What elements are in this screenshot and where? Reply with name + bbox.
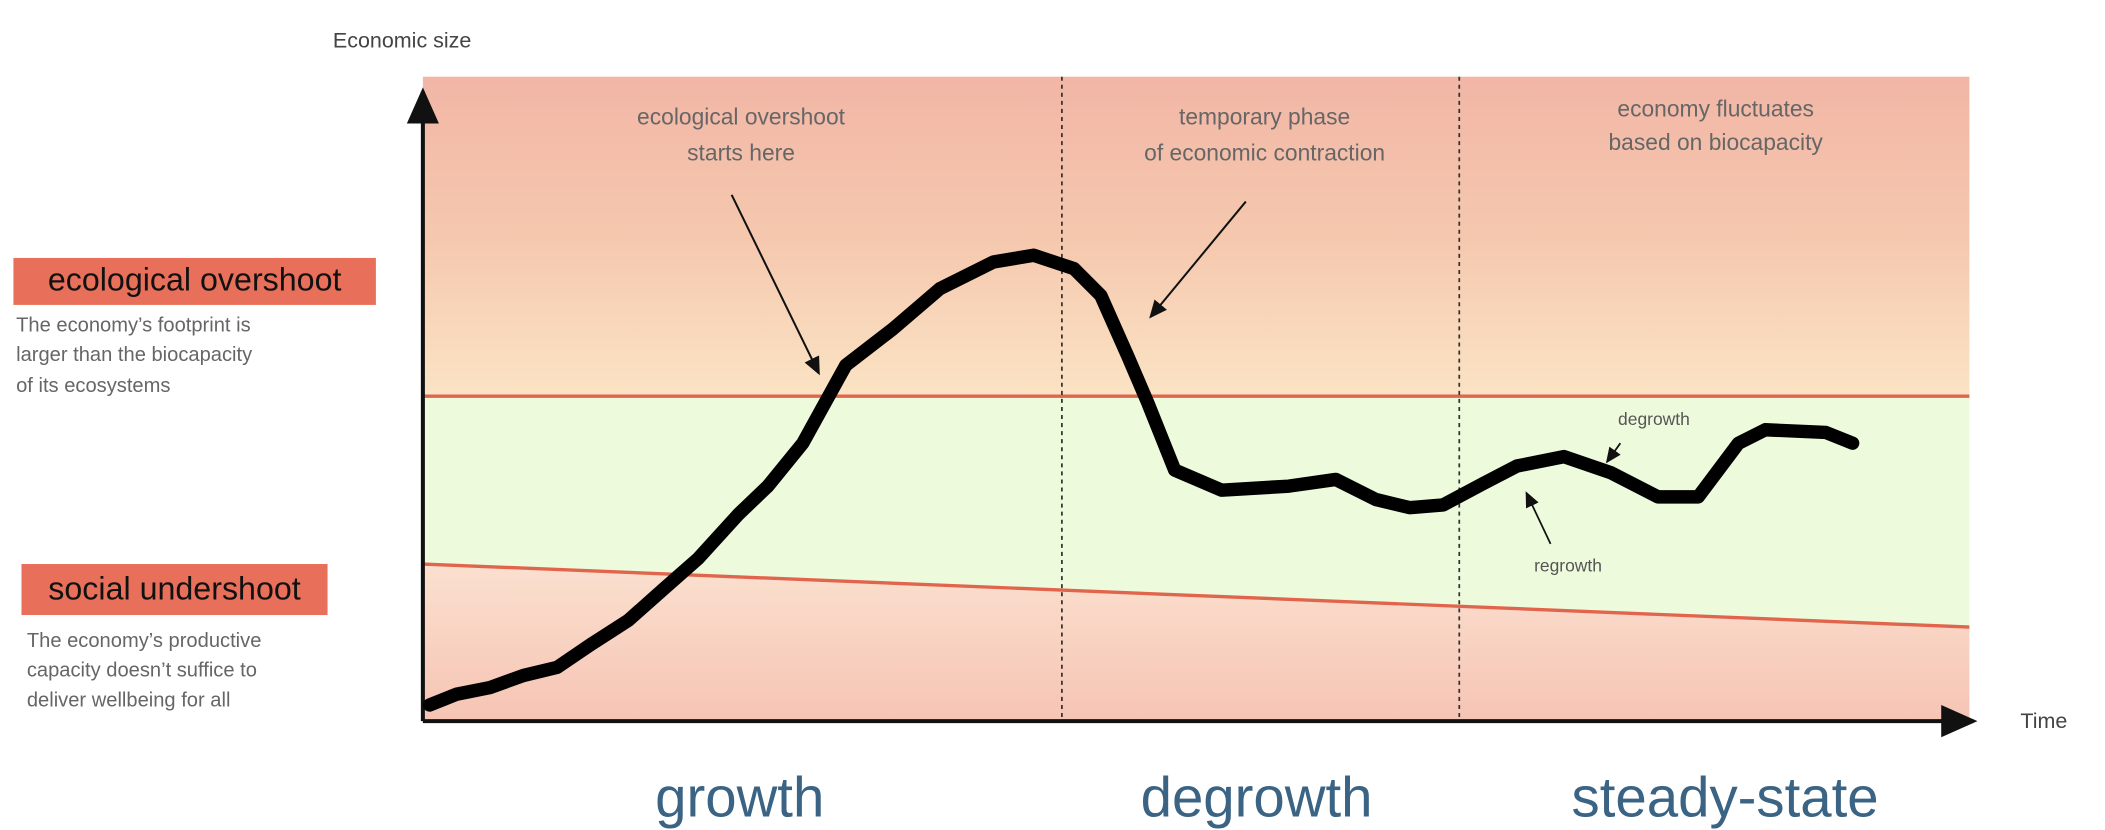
overshoot-box: [13, 257, 376, 305]
annotation-arrow: [1605, 442, 1622, 464]
phase-label: degrowth: [1141, 766, 1373, 829]
annotation: ecological overshoot: [637, 103, 846, 129]
undershoot-text: The economy’s productive: [27, 630, 262, 652]
annotation: based on biocapacity: [1609, 129, 1824, 155]
overshoot-text: larger than the biocapacity: [16, 344, 253, 366]
undershoot-title: social undershoot: [48, 570, 300, 606]
annotation-arrow: [730, 194, 820, 376]
annotation: starts here: [687, 140, 795, 166]
annotation: economy fluctuates: [1617, 95, 1814, 121]
undershoot-text: capacity doesn’t suffice to: [27, 660, 257, 682]
undershoot-zone: [422, 564, 1970, 722]
economy-curve: [422, 248, 1860, 712]
overshoot-text: The economy’s footprint is: [16, 315, 251, 337]
overshoot-title: ecological overshoot: [48, 262, 342, 298]
undershoot-text: deliver wellbeing for all: [27, 689, 231, 711]
phase-label: steady-state: [1572, 766, 1879, 829]
annotation-arrow: [1525, 491, 1552, 545]
phase-label: growth: [655, 766, 824, 829]
overshoot-text: of its ecosystems: [16, 375, 170, 397]
annotation: temporary phase: [1179, 103, 1350, 129]
safe-zone: [422, 396, 1970, 628]
y-axis-label: Economic size: [333, 28, 471, 52]
curve-label: regrowth: [1534, 555, 1602, 575]
annotation: of economic contraction: [1144, 140, 1385, 166]
overshoot-zone: [422, 76, 1970, 397]
x-axis-label: Time: [2020, 709, 2067, 733]
annotation-arrow: [1149, 200, 1247, 319]
curve-label: degrowth: [1618, 409, 1690, 429]
undershoot-box: [21, 564, 328, 616]
